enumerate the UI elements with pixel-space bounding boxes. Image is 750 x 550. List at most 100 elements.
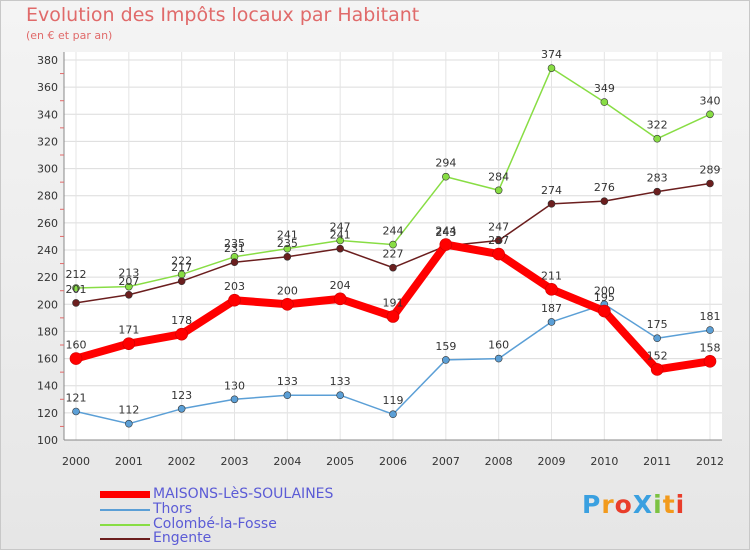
y-tick-label-3: 160 (37, 353, 58, 366)
data-point-2-12 (706, 110, 714, 119)
data-label-0-1: 171 (118, 324, 139, 337)
data-label-1-5: 133 (330, 375, 351, 388)
y-tick-label-10: 300 (37, 163, 58, 176)
data-label-1-1: 112 (118, 404, 139, 417)
data-label-3-2: 217 (171, 261, 192, 274)
data-label-3-10: 276 (594, 181, 615, 194)
y-tick-label-14: 380 (37, 54, 58, 67)
data-label-3-6: 227 (383, 248, 404, 261)
x-tick-label-6: 2006 (379, 455, 407, 468)
data-point-1-12 (706, 326, 714, 334)
data-label-3-5: 241 (330, 229, 351, 242)
y-tick-label-5: 200 (37, 298, 58, 311)
legend-label-thors[interactable]: Thors (153, 501, 193, 517)
data-label-3-1: 207 (118, 275, 139, 288)
data-point-2-1 (125, 282, 133, 291)
legend-label-maisons[interactable]: MAISONS-LèS-SOULAINES (153, 486, 334, 502)
data-label-1-9: 187 (541, 302, 562, 315)
data-label-2-8: 284 (488, 170, 509, 183)
data-label-2-5: 247 (330, 221, 351, 234)
logo-letter: i (653, 490, 663, 519)
data-point-3-4 (283, 252, 292, 261)
data-point-2-4 (283, 244, 292, 253)
data-point-2-8 (494, 186, 503, 195)
data-label-3-0: 201 (66, 283, 87, 296)
data-point-0-12 (703, 354, 717, 368)
data-point-0-6 (386, 310, 400, 323)
data-point-1-11 (653, 334, 661, 343)
data-label-1-11: 175 (647, 318, 668, 331)
data-label-0-11: 152 (647, 349, 668, 362)
data-point-1-0 (72, 407, 80, 416)
data-point-0-4 (281, 297, 294, 311)
y-tick-label-4: 180 (37, 325, 58, 338)
data-label-3-7: 243 (435, 226, 456, 239)
data-label-2-1: 213 (118, 267, 139, 280)
data-label-0-8: 237 (488, 234, 509, 247)
x-tick-label-8: 2008 (485, 455, 513, 468)
x-tick-label-1: 2001 (115, 455, 143, 468)
y-tick-label-0: 100 (37, 434, 58, 447)
x-tick-label-10: 2010 (590, 455, 618, 468)
data-label-3-3: 231 (224, 242, 245, 255)
data-label-1-12: 181 (700, 310, 721, 323)
data-point-0-2 (175, 327, 188, 341)
data-label-2-10: 349 (594, 82, 615, 95)
logo-letter: P (582, 490, 602, 519)
y-tick-label-12: 340 (37, 108, 58, 121)
data-point-0-10 (598, 304, 611, 318)
data-label-1-4: 133 (277, 375, 298, 388)
y-tick-label-1: 120 (37, 407, 58, 420)
data-label-1-6: 119 (383, 394, 404, 407)
data-label-2-9: 374 (541, 48, 562, 61)
legend-swatch-engente (100, 538, 150, 540)
data-point-2-7 (442, 172, 450, 181)
data-label-3-4: 235 (277, 237, 298, 250)
data-label-3-11: 283 (647, 172, 668, 185)
data-point-1-8 (494, 354, 503, 363)
legend-label-engente[interactable]: Engente (153, 530, 212, 546)
data-point-3-12 (706, 179, 714, 188)
data-point-0-9 (545, 283, 558, 296)
data-point-3-1 (125, 290, 133, 299)
data-label-1-8: 160 (488, 339, 509, 352)
data-label-0-7: 244 (435, 225, 456, 238)
data-label-2-11: 322 (647, 119, 668, 132)
logo-letter: o (614, 490, 633, 519)
logo-letter: i (675, 490, 686, 519)
data-point-3-8 (494, 236, 503, 245)
legend-label-colombe[interactable]: Colombé-la-Fosse (153, 516, 277, 532)
data-point-1-7 (442, 356, 450, 364)
data-label-2-2: 222 (171, 254, 192, 267)
data-point-2-9 (547, 64, 556, 72)
data-point-1-4 (283, 391, 292, 400)
y-tick-label-2: 140 (37, 380, 58, 393)
data-label-1-3: 130 (224, 379, 245, 392)
y-tick-label-8: 260 (37, 217, 58, 230)
x-tick-label-12: 2012 (696, 455, 724, 468)
y-tick-label-9: 280 (37, 190, 58, 203)
data-label-3-9: 274 (541, 184, 562, 197)
data-label-1-7: 159 (435, 340, 456, 353)
data-point-2-10 (600, 98, 609, 106)
data-label-3-12: 289 (700, 164, 721, 177)
logo-letter: r (601, 490, 615, 519)
data-point-2-6 (389, 240, 397, 249)
data-point-0-11 (650, 363, 664, 376)
chart-title: Evolution des Impôts locaux par Habitant (26, 4, 420, 26)
data-point-1-5 (336, 391, 344, 400)
data-point-1-3 (230, 395, 239, 404)
proxiti-logo: ProXiti (582, 490, 685, 519)
data-label-0-5: 204 (330, 279, 351, 292)
x-tick-label-5: 2005 (326, 455, 354, 468)
data-point-3-10 (600, 197, 609, 205)
x-tick-label-9: 2009 (538, 455, 566, 468)
data-point-3-2 (177, 277, 186, 286)
data-label-0-6: 191 (383, 297, 404, 310)
logo-letter: X (632, 490, 654, 519)
data-point-3-5 (336, 244, 344, 253)
data-point-3-9 (547, 200, 556, 208)
data-label-2-6: 244 (383, 225, 404, 238)
data-point-1-1 (125, 419, 133, 428)
